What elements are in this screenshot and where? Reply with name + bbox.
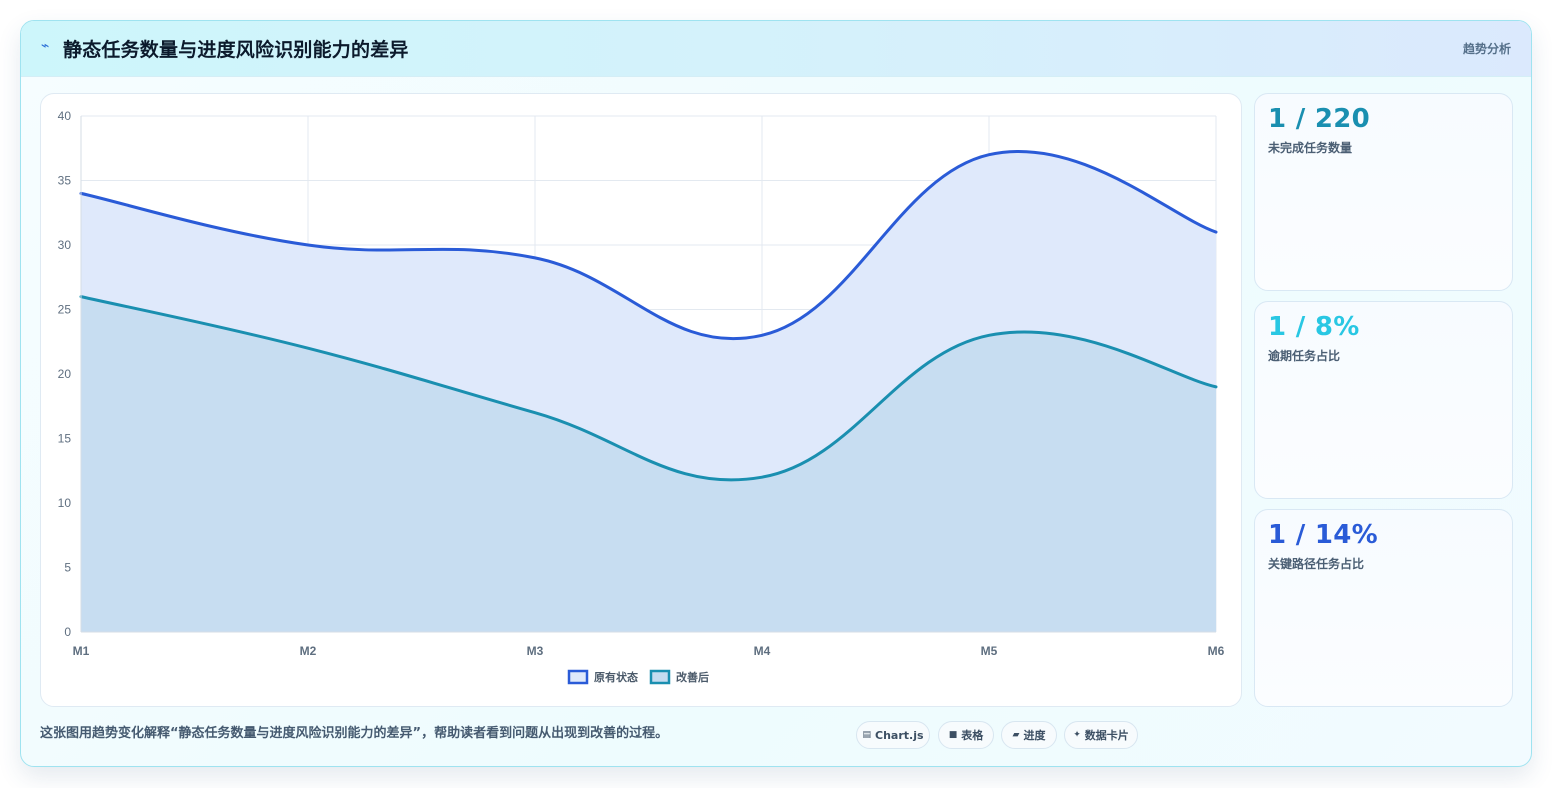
y-tick-label: 5: [64, 561, 71, 575]
legend-swatch-1: [567, 669, 589, 685]
y-tick-label: 10: [58, 496, 72, 510]
chart-card: ⌁ 静态任务数量与进度风险识别能力的差异 趋势分析 0 5 10 15 20 25 30 35…: [20, 20, 1532, 767]
pill-table[interactable]: ■ 表格: [938, 721, 994, 749]
pill-progress[interactable]: ▰ 进度: [1001, 721, 1057, 749]
y-tick-label: 35: [58, 174, 72, 188]
series-line-2: [79, 295, 1218, 482]
table-icon: ■: [948, 730, 958, 740]
sparkline-icon: ⌁: [41, 38, 50, 54]
series-line-1: [79, 149, 1218, 341]
y-tick-label: 0: [64, 625, 71, 639]
x-tick-label: M4: [754, 644, 771, 658]
stat-value: 1 / 8%: [1268, 312, 1360, 342]
x-tick-label: M6: [1208, 644, 1225, 658]
card-title: 静态任务数量与进度风险识别能力的差异: [63, 39, 409, 61]
pill-chartjs[interactable]: ▤ Chart.js: [856, 721, 930, 749]
legend-label-1: 原有状态: [594, 670, 638, 684]
chart-panel: 0 5 10 15 20 25 30 35 40 M1 M2 M3 M4 M5 M6 原有状态 改善后: [40, 93, 1242, 707]
pill-label: 数据卡片: [1084, 729, 1129, 742]
x-tick-label: M2: [300, 644, 317, 658]
legend-swatch-2: [649, 669, 671, 685]
pill-label: 表格: [961, 729, 984, 742]
stat-card-overdue-ratio: 1 / 8% 逾期任务占比: [1254, 301, 1513, 499]
stat-value: 1 / 14%: [1268, 520, 1379, 550]
card-header: ⌁ 静态任务数量与进度风险识别能力的差异 趋势分析: [21, 21, 1531, 77]
pill-data-card[interactable]: ✦ 数据卡片: [1064, 721, 1138, 749]
pill-label: 进度: [1023, 729, 1046, 742]
y-tick-label: 15: [58, 432, 72, 446]
stat-label: 关键路径任务占比: [1268, 557, 1365, 571]
x-tick-label: M3: [527, 644, 544, 658]
chart-caption: 这张图用趋势变化解释“静态任务数量与进度风险识别能力的差异”，帮助读者看到问题从…: [40, 726, 669, 741]
legend-label-2: 改善后: [676, 670, 709, 684]
progress-icon: ▰: [1012, 730, 1020, 740]
stat-card-critical-path-ratio: 1 / 14% 关键路径任务占比: [1254, 509, 1513, 707]
y-tick-label: 25: [58, 303, 72, 317]
stat-card-incomplete-tasks: 1 / 220 未完成任务数量: [1254, 93, 1513, 291]
pill-label: Chart.js: [875, 728, 924, 742]
stat-label: 逾期任务占比: [1268, 349, 1341, 363]
chart-icon: ▤: [862, 730, 871, 740]
stat-label: 未完成任务数量: [1268, 141, 1353, 155]
y-tick-label: 40: [58, 109, 72, 123]
trend-analysis-tag[interactable]: 趋势分析: [1462, 42, 1511, 56]
y-tick-label: 30: [58, 238, 72, 252]
sparkle-icon: ✦: [1073, 730, 1081, 740]
x-tick-label: M1: [73, 644, 90, 658]
y-tick-label: 20: [58, 367, 72, 381]
series-area-2: [81, 296, 1216, 632]
stat-value: 1 / 220: [1268, 104, 1371, 134]
area-chart: 0 5 10 15 20 25 30 35 40 M1 M2 M3 M4 M5 M6 原有状态 改善后: [58, 109, 1225, 685]
x-tick-label: M5: [981, 644, 998, 658]
